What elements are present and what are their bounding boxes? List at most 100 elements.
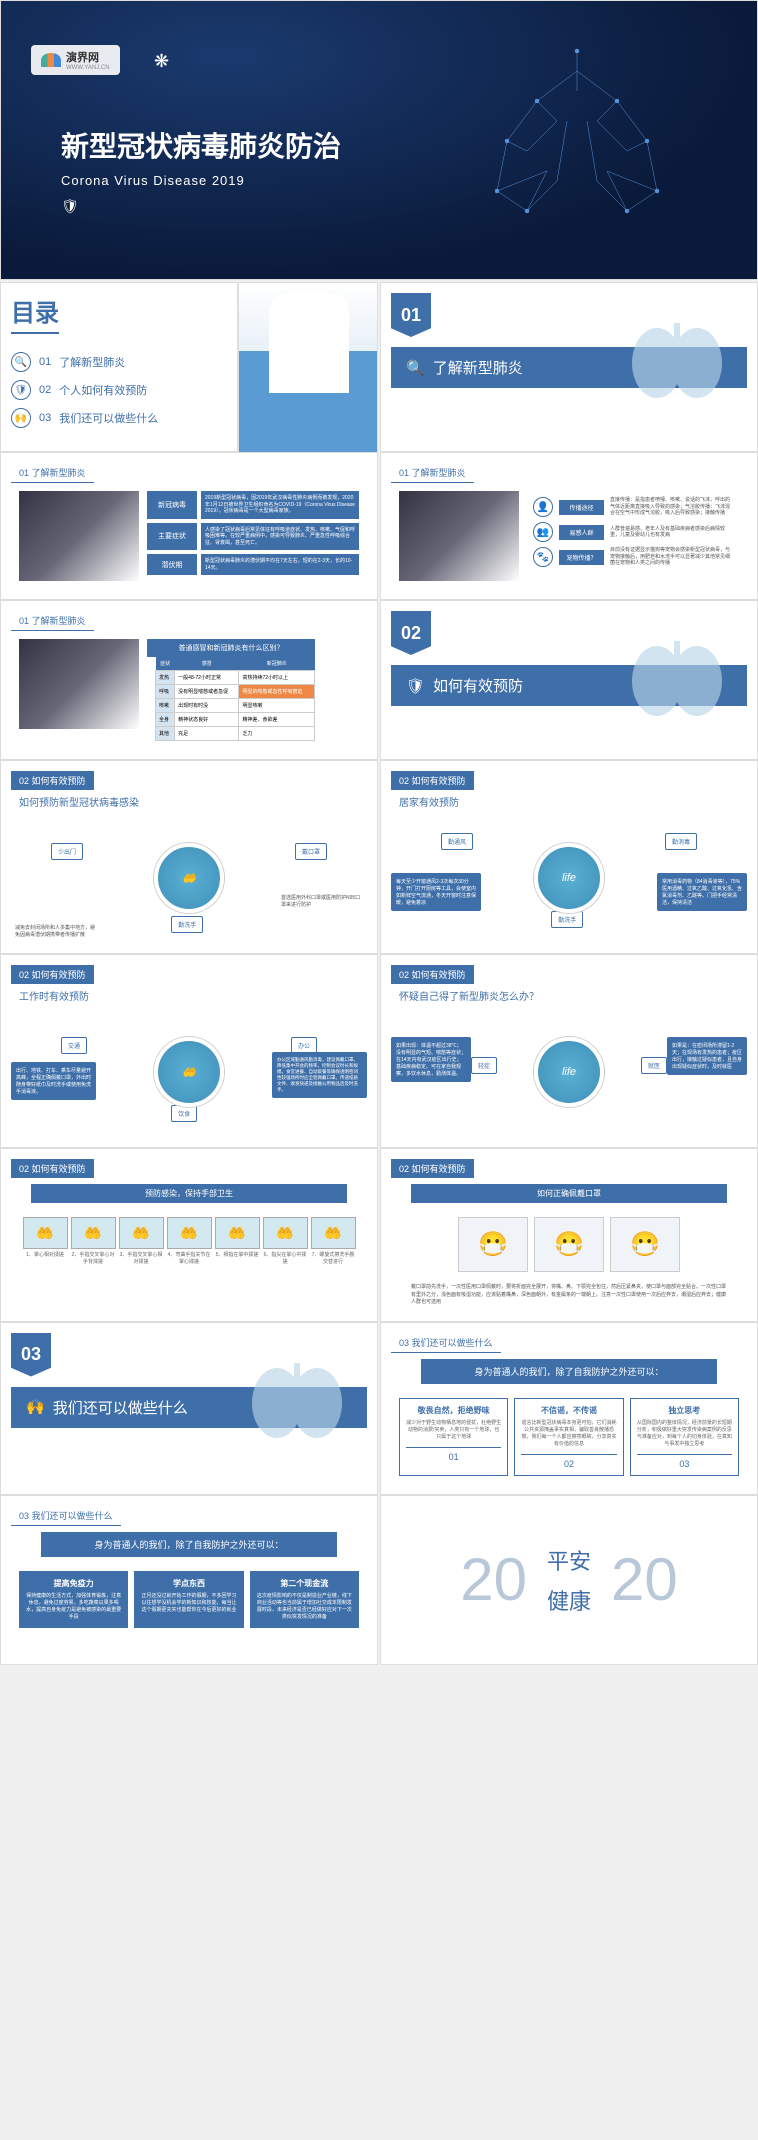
hand-washing-steps: 🤲1、掌心相对揉搓 🤲2、手指交叉掌心对手背揉搓 🤲3、手指交叉掌心相对揉搓 🤲… bbox=[11, 1209, 367, 1273]
section2-title-slide: 02 🛡如何有效预防 bbox=[380, 600, 758, 760]
box-title: 预防感染，保持手部卫生 bbox=[31, 1184, 347, 1203]
circle-diagram: 🤲 交通 办公 饮食 出行、地铁、打车、乘车尽量避开高峰，全程正确佩戴口罩，外出… bbox=[11, 1007, 367, 1137]
center-circle: life bbox=[534, 843, 604, 913]
virus-icon: ❋ bbox=[154, 51, 169, 72]
site-logo: 演界网WWW.YANJ.CN bbox=[31, 45, 120, 75]
col: 学点东西正月还没过就开始工作的假期，不多回学习以往想学没机会学的新知识和技能，每… bbox=[134, 1571, 243, 1628]
year-right: 20 bbox=[611, 1545, 678, 1614]
slide-1c: 01 了解新型肺炎 普通感冒和新冠肺炎有什么区别？ 症状感冒新冠肺炎 发热一般4… bbox=[0, 600, 378, 760]
node: 勤通风 bbox=[441, 833, 473, 850]
text: 减免去封闭场所和人多集中地方，避免因病毒潜伏期携带者传播扩散 bbox=[11, 921, 101, 943]
hand-step-icon: 🤲 bbox=[215, 1217, 260, 1249]
center-circle: life bbox=[534, 1037, 604, 1107]
center-circle: 🤲 bbox=[154, 1037, 224, 1107]
node: 勤洗手 bbox=[551, 911, 583, 928]
wish-text: 平安 bbox=[547, 1544, 591, 1576]
year-left: 20 bbox=[460, 1545, 527, 1614]
slide-1b: 01 了解新型肺炎 👤传播途径直接传播：是指患者喷嚏、咳嗽、说话的飞沫，呼出的气… bbox=[380, 452, 758, 600]
mask-notes: 戴口罩前先洗手，一次性医用口罩佩戴时，要将折面完全展开，将嘴、鼻、下颚完全包住，… bbox=[391, 1280, 747, 1311]
text: 出行、地铁、打车、乘车尽量避开高峰，全程正确佩戴口罩，外出时随身带好纸巾及时洗手… bbox=[11, 1062, 96, 1100]
slide-header: 02 如何有效预防 bbox=[11, 1159, 94, 1178]
hand-step-icon: 🤲 bbox=[71, 1217, 116, 1249]
node: 轻症 bbox=[471, 1057, 497, 1074]
slide-header: 02 如何有效预防 bbox=[391, 771, 474, 790]
circle-diagram: 🤲 少出门 戴口罩 勤洗手 减免去封闭场所和人多集中地方，避免因病毒潜伏期携带者… bbox=[11, 813, 367, 943]
slide-header: 02 如何有效预防 bbox=[391, 1159, 474, 1178]
person-icon: 👤 bbox=[533, 497, 553, 517]
slide-2c: 02 如何有效预防 工作时有效预防 🤲 交通 办公 饮食 出行、地铁、打车、乘车… bbox=[0, 954, 378, 1148]
lungs-icon bbox=[617, 313, 737, 403]
node: 勤消毒 bbox=[665, 833, 697, 850]
hand-step-icon: 🤲 bbox=[119, 1217, 164, 1249]
slide-2b: 02 如何有效预防 居家有效预防 life 勤通风 勤消毒 勤洗手 每天至少开窗… bbox=[380, 760, 758, 954]
node: 戴口罩 bbox=[295, 843, 327, 860]
slide-header: 03 我们还可以做些什么 bbox=[11, 1506, 121, 1526]
col: 敬畏自然，拒绝野味减少对于野生动物栖息地的侵扰，杜绝野生动物的消费/买卖，人类只… bbox=[399, 1398, 508, 1476]
subtitle: 如何预防新型冠状病毒感染 bbox=[19, 794, 359, 809]
section-badge: 01 bbox=[391, 293, 431, 337]
text: 首选医用外科口罩或医用防护N95口罩来进行防护 bbox=[277, 891, 367, 913]
slide-header: 01 了解新型肺炎 bbox=[11, 463, 94, 483]
mask-step-icon: 😷 bbox=[610, 1217, 680, 1272]
hand-step-icon: 🤲 bbox=[23, 1217, 68, 1249]
hand-step-icon: 🤲 bbox=[263, 1217, 308, 1249]
comparison-table: 症状感冒新冠肺炎 发热一般48-72小时正常高热持续72小时以上 呼吸没有明显喘… bbox=[155, 657, 315, 741]
text: 办公区域勤通风勤消毒，建议佩戴口罩。降低集中开会的频率，控制会议时长和规模。食堂… bbox=[272, 1052, 367, 1098]
shield-icon: 🛡 bbox=[11, 380, 31, 400]
col: 第二个现金流这次疫情影响的不仅是制造业产业链，线下商业活动等也当前属于增加社交成… bbox=[250, 1571, 359, 1628]
info-row: 主要症状人感染了冠状病毒后常见体征有呼吸道症状、发热、咳嗽、气促和呼吸困难等。在… bbox=[147, 523, 359, 551]
info-row: 👥易感人群人群普遍易感。老年人及有基础疾病者感染后病情较重，儿童及婴幼儿也有发病 bbox=[533, 522, 733, 542]
banner: 身为普通人的我们，除了自我防护之外还可以： bbox=[421, 1359, 717, 1384]
microscope-image bbox=[19, 491, 139, 581]
text: 常用消毒药物（84消毒液等），75%医用酒精、过氧乙酸、过氧化氢、含氯消毒剂、乙… bbox=[657, 873, 747, 911]
node: 就医 bbox=[641, 1057, 667, 1074]
circle-diagram: life 勤通风 勤消毒 勤洗手 每天至少开窗通风2-3次每次30分钟，开门打开… bbox=[391, 813, 747, 943]
logo-icon bbox=[41, 53, 61, 67]
section1-title-slide: 01 🔍了解新型肺炎 bbox=[380, 282, 758, 452]
wish-text: 健康 bbox=[547, 1584, 591, 1616]
section-badge: 02 bbox=[391, 611, 431, 655]
slide-2a: 02 如何有效预防 如何预防新型冠状病毒感染 🤲 少出门 戴口罩 勤洗手 减免去… bbox=[0, 760, 378, 954]
slide-header: 02 如何有效预防 bbox=[11, 965, 94, 984]
slide-header: 03 我们还可以做些什么 bbox=[391, 1333, 501, 1353]
col: 提高免疫力保持健康的生活方式，加强体育锻炼，注意休息，避免过度劳累，多吃蔬菜瓜果… bbox=[19, 1571, 128, 1628]
subtitle: 工作时有效预防 bbox=[19, 988, 359, 1003]
hand-step-icon: 🤲 bbox=[167, 1217, 212, 1249]
info-row: 👤传播途径直接传播：是指患者喷嚏、咳嗽、说话的飞沫，呼出的气体近距离直接吸入导致… bbox=[533, 497, 733, 517]
subtitle: 居家有效预防 bbox=[399, 794, 739, 809]
banner: 身为普通人的我们，除了自我防护之外还可以： bbox=[41, 1532, 337, 1557]
col: 独立思考从国际国内的整体情况，经济前景的长短期分析，积极做好重大突发传染病案例的… bbox=[630, 1398, 739, 1476]
slide-header: 01 了解新型肺炎 bbox=[11, 611, 94, 631]
node: 勤洗手 bbox=[171, 916, 203, 933]
microscope-image bbox=[399, 491, 519, 581]
people-icon: 👥 bbox=[533, 522, 553, 542]
toc-title: 目录 bbox=[11, 293, 59, 334]
toc-slide: 目录 🔍01了解新型肺炎 🛡02个人如何有效预防 🙌03我们还可以做些什么 bbox=[0, 282, 378, 452]
text: 如果出现：体温不超过38℃；没有明显的气短、喘憋等症状；在14天内有武汉疫区出行… bbox=[391, 1037, 471, 1082]
mask-step-icon: 😷 bbox=[458, 1217, 528, 1272]
section-badge: 03 bbox=[11, 1333, 51, 1377]
hands-icon: 🙌 bbox=[11, 408, 31, 428]
hand-step-icon: 🤲 bbox=[311, 1217, 356, 1249]
lungs-icon bbox=[237, 1353, 357, 1443]
slide-header: 02 如何有效预防 bbox=[391, 965, 474, 984]
slide-header: 02 如何有效预防 bbox=[11, 771, 94, 790]
slide-2d: 02 如何有效预防 怀疑自己得了新型肺炎怎么办？ life 轻症 就医 如果出现… bbox=[380, 954, 758, 1148]
info-row: 新冠病毒2019新型冠状病毒，因2019年武汉病毒性肺炎病例而被发现，2020年… bbox=[147, 491, 359, 519]
lungs-icon bbox=[617, 631, 737, 721]
circle-diagram: life 轻症 就医 如果出现：体温不超过38℃；没有明显的气短、喘憋等症状；在… bbox=[391, 1007, 747, 1137]
subtitle: 怀疑自己得了新型肺炎怎么办？ bbox=[399, 988, 739, 1003]
lungs-graphic bbox=[437, 31, 717, 231]
box-title: 如何正确佩戴口罩 bbox=[411, 1184, 727, 1203]
slide-3b: 03 我们还可以做些什么 身为普通人的我们，除了自我防护之外还可以： 提高免疫力… bbox=[0, 1495, 378, 1665]
slide-2e: 02 如何有效预防 预防感染，保持手部卫生 🤲1、掌心相对揉搓 🤲2、手指交叉掌… bbox=[0, 1148, 378, 1322]
microscope-image bbox=[19, 639, 139, 729]
text: 每天至少开窗通风2-3次每次30分钟，开门打开厨房等工具，会使室内如新鲜空气流通… bbox=[391, 873, 481, 911]
info-row: 潜伏期新型冠状病毒肺炎的潜伏期平均在7天左右，短的在2-3天，长的10-14天。 bbox=[147, 554, 359, 575]
section3-title-slide: 03 🙌我们还可以做些什么 bbox=[0, 1322, 378, 1495]
slide-header: 01 了解新型肺炎 bbox=[391, 463, 474, 483]
node: 少出门 bbox=[51, 843, 83, 860]
node: 交通 bbox=[61, 1037, 87, 1054]
slide-3a: 03 我们还可以做些什么 身为普通人的我们，除了自我防护之外还可以： 敬畏自然，… bbox=[380, 1322, 758, 1495]
final-slide: 20 平安 健康 20 bbox=[380, 1495, 758, 1665]
